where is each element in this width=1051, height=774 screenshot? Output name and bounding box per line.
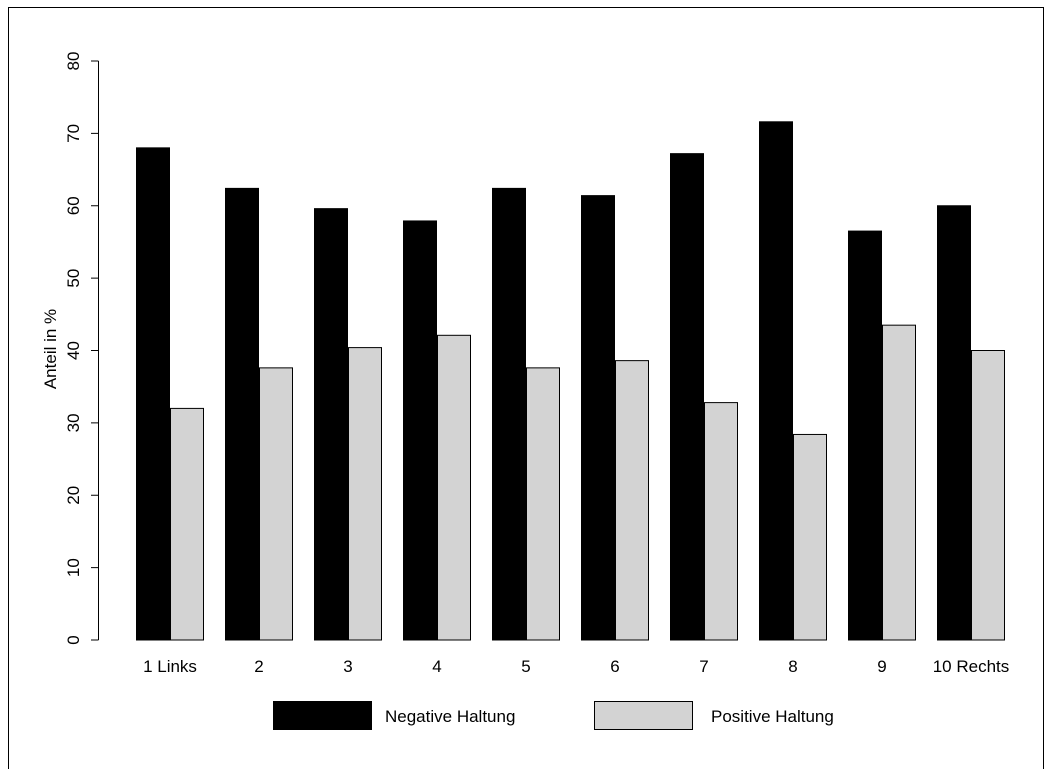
y-tick-label: 30 (64, 413, 83, 432)
x-category-label: 6 (610, 657, 619, 676)
bar-negative-8 (759, 121, 793, 641)
y-tick-label: 20 (64, 486, 83, 505)
y-tick-label: 10 (64, 558, 83, 577)
y-tick-label: 70 (64, 124, 83, 143)
y-tick-label: 80 (64, 52, 83, 71)
bar-positive-10 (971, 350, 1005, 641)
y-tick-label: 0 (64, 635, 83, 644)
bar-negative-9 (848, 230, 882, 641)
bar-negative-5 (492, 187, 526, 641)
legend-swatch-positive (594, 701, 693, 730)
bar-negative-4 (403, 220, 437, 641)
y-axis-ticks: 0 10 20 30 40 50 60 70 80 (64, 52, 99, 645)
bar-positive-7 (704, 402, 738, 641)
bar-negative-1 (136, 147, 170, 641)
y-tick-label: 60 (64, 196, 83, 215)
chart-frame (8, 7, 1044, 774)
legend-label-positive: Positive Haltung (711, 707, 834, 726)
y-tick-label: 40 (64, 341, 83, 360)
x-category-label: 10 Rechts (933, 657, 1010, 676)
x-category-label: 3 (343, 657, 352, 676)
legend: Negative Haltung Positive Haltung (273, 701, 834, 730)
x-axis-category-labels: 1 Links 2 3 4 5 6 7 8 9 10 Rechts (143, 657, 1009, 676)
bar-positive-5 (526, 367, 560, 641)
legend-swatch-negative (273, 701, 372, 730)
bar-positive-6 (615, 360, 649, 641)
x-category-label: 8 (788, 657, 797, 676)
legend-label-negative: Negative Haltung (385, 707, 515, 726)
x-category-label: 5 (521, 657, 530, 676)
bar-negative-10 (937, 205, 971, 641)
bar-negative-3 (314, 208, 348, 641)
bar-positive-8 (793, 433, 827, 641)
x-category-label: 4 (432, 657, 441, 676)
bar-positive-4 (437, 334, 471, 641)
x-category-label: 1 Links (143, 657, 197, 676)
bars-group (136, 121, 1005, 641)
x-category-label: 7 (699, 657, 708, 676)
x-category-label: 9 (877, 657, 886, 676)
y-axis-label: Anteil in % (41, 309, 60, 389)
bar-negative-6 (581, 195, 615, 641)
x-category-label: 2 (254, 657, 263, 676)
bar-positive-9 (882, 324, 916, 641)
bar-negative-7 (670, 153, 704, 641)
bar-negative-2 (225, 187, 259, 641)
bar-positive-1 (170, 407, 204, 641)
bar-positive-2 (259, 367, 293, 641)
y-tick-label: 50 (64, 269, 83, 288)
bar-positive-3 (348, 347, 382, 641)
